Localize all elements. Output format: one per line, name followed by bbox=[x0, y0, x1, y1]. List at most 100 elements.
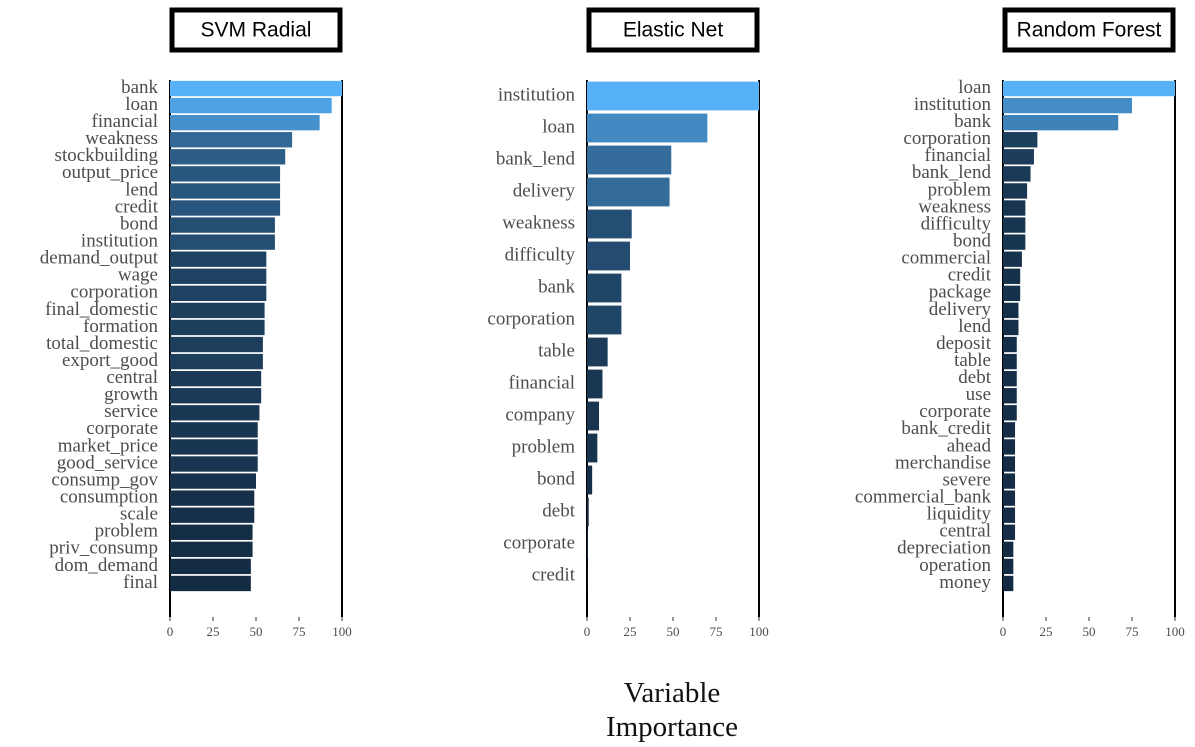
y-tick-label: difficulty bbox=[921, 213, 992, 234]
bar bbox=[170, 132, 293, 148]
bar bbox=[587, 305, 622, 335]
bar bbox=[1003, 285, 1021, 302]
y-tick-label: lend bbox=[125, 179, 158, 200]
x-tick-label: 25 bbox=[1040, 624, 1053, 639]
y-tick-label: corporate bbox=[503, 532, 575, 553]
x-tick-label: 0 bbox=[1000, 624, 1007, 639]
bar bbox=[170, 456, 258, 472]
x-tick-label: 100 bbox=[749, 624, 769, 639]
bar bbox=[1003, 166, 1031, 182]
bar bbox=[170, 336, 263, 353]
bar bbox=[170, 114, 320, 131]
panel-title-box bbox=[1002, 7, 1176, 53]
bar bbox=[1003, 473, 1016, 489]
y-tick-label: credit bbox=[948, 265, 992, 286]
y-tick-label: debt bbox=[542, 500, 575, 521]
x-tick-label: 0 bbox=[584, 624, 591, 639]
y-tick-label: market_price bbox=[58, 435, 158, 456]
y-tick-label: wage bbox=[118, 265, 158, 286]
bar bbox=[170, 217, 275, 233]
y-tick-label: dom_demand bbox=[55, 555, 159, 576]
bar bbox=[1003, 541, 1014, 558]
y-tick-label: weakness bbox=[85, 128, 158, 149]
y-tick-label: loan bbox=[542, 116, 575, 137]
x-tick-label: 100 bbox=[332, 624, 352, 639]
bar bbox=[1003, 336, 1017, 353]
x-tick-label: 75 bbox=[293, 624, 306, 639]
y-tick-label: institution bbox=[498, 84, 576, 105]
bar bbox=[1003, 507, 1016, 523]
bar bbox=[170, 200, 281, 216]
bar bbox=[170, 234, 275, 250]
bar bbox=[1003, 234, 1026, 250]
bar bbox=[1003, 302, 1019, 319]
bar bbox=[170, 166, 281, 182]
y-tick-label: money bbox=[939, 572, 991, 593]
bar bbox=[170, 80, 342, 97]
y-tick-label: use bbox=[966, 384, 991, 405]
y-tick-label: bank bbox=[121, 77, 158, 98]
bar bbox=[170, 149, 286, 165]
y-tick-label: scale bbox=[120, 504, 158, 525]
bar bbox=[1003, 200, 1026, 216]
bar bbox=[170, 302, 265, 319]
y-tick-label: bank_lend bbox=[912, 162, 992, 183]
y-tick-label: delivery bbox=[929, 299, 992, 320]
bar bbox=[170, 490, 255, 506]
bar bbox=[1003, 439, 1016, 455]
y-tick-label: severe bbox=[942, 469, 991, 490]
y-tick-label: package bbox=[929, 282, 991, 303]
y-tick-label: central bbox=[939, 521, 991, 542]
y-tick-label: problem bbox=[512, 436, 576, 457]
bar bbox=[1003, 422, 1016, 438]
y-tick-label: ahead bbox=[947, 435, 992, 456]
bar bbox=[1003, 405, 1017, 421]
y-tick-label: corporation bbox=[487, 308, 575, 329]
bar bbox=[1003, 575, 1014, 592]
y-tick-label: weakness bbox=[502, 212, 575, 233]
y-tick-label: total_domestic bbox=[46, 333, 158, 354]
y-tick-label: financial bbox=[925, 145, 991, 166]
y-tick-label: credit bbox=[532, 564, 576, 585]
y-tick-label: loan bbox=[125, 94, 158, 115]
y-tick-label: liquidity bbox=[927, 504, 992, 525]
bar bbox=[170, 405, 260, 421]
y-tick-label: bank_lend bbox=[496, 148, 576, 169]
bar bbox=[587, 337, 608, 367]
bar bbox=[170, 524, 253, 540]
bar bbox=[587, 433, 598, 463]
bar bbox=[170, 370, 262, 387]
bar bbox=[1003, 388, 1017, 404]
x-tick-label: 50 bbox=[250, 624, 263, 639]
panel-title: Random Forest bbox=[1017, 19, 1162, 42]
y-tick-label: depreciation bbox=[897, 538, 991, 559]
y-tick-label: demand_output bbox=[40, 248, 159, 269]
bar bbox=[1003, 353, 1017, 370]
panel-title-box bbox=[586, 7, 760, 53]
bar bbox=[170, 422, 258, 438]
bar bbox=[170, 285, 267, 302]
y-tick-label: weakness bbox=[918, 196, 991, 217]
bar bbox=[1003, 456, 1016, 472]
bar bbox=[1003, 490, 1016, 506]
bar bbox=[587, 241, 630, 271]
y-tick-label: stockbuilding bbox=[55, 145, 159, 166]
y-tick-label: credit bbox=[115, 196, 159, 217]
y-tick-label: service bbox=[104, 401, 158, 422]
x-tick-label: 75 bbox=[1126, 624, 1139, 639]
bar bbox=[1003, 217, 1026, 233]
x-tick-label: 25 bbox=[207, 624, 220, 639]
y-tick-label: final_domestic bbox=[45, 299, 158, 320]
bar bbox=[587, 529, 588, 559]
bar bbox=[170, 183, 281, 199]
y-tick-label: operation bbox=[919, 555, 991, 576]
bar bbox=[170, 575, 251, 592]
y-tick-label: good_service bbox=[57, 452, 158, 473]
y-tick-label: commercial bbox=[901, 248, 991, 269]
bar bbox=[587, 497, 589, 527]
panel-title-box bbox=[169, 7, 343, 53]
y-tick-label: problem bbox=[928, 179, 992, 200]
bar bbox=[1003, 370, 1017, 387]
x-tick-label: 75 bbox=[710, 624, 723, 639]
